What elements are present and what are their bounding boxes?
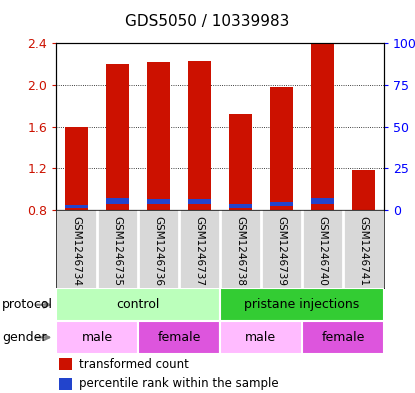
Bar bbox=[270, 202, 293, 206]
Text: GSM1246736: GSM1246736 bbox=[154, 216, 164, 286]
Bar bbox=[147, 62, 170, 210]
Text: GSM1246737: GSM1246737 bbox=[195, 216, 205, 286]
Text: pristane injections: pristane injections bbox=[244, 298, 359, 311]
Bar bbox=[302, 321, 384, 354]
Bar bbox=[311, 43, 334, 210]
Text: transformed count: transformed count bbox=[79, 358, 189, 371]
Text: GSM1246735: GSM1246735 bbox=[112, 216, 122, 286]
Bar bbox=[106, 198, 129, 204]
Text: percentile rank within the sample: percentile rank within the sample bbox=[79, 377, 278, 391]
Text: GSM1246739: GSM1246739 bbox=[276, 216, 286, 286]
Bar bbox=[188, 61, 211, 210]
Bar bbox=[56, 321, 138, 354]
Text: control: control bbox=[116, 298, 160, 311]
Text: male: male bbox=[81, 331, 112, 344]
Text: female: female bbox=[157, 331, 201, 344]
Bar bbox=[106, 64, 129, 210]
Bar bbox=[65, 205, 88, 208]
Text: male: male bbox=[245, 331, 276, 344]
Bar bbox=[138, 321, 220, 354]
Bar bbox=[59, 378, 73, 390]
Text: female: female bbox=[321, 331, 365, 344]
Bar bbox=[220, 321, 302, 354]
Bar bbox=[352, 170, 375, 210]
Bar bbox=[311, 198, 334, 204]
Text: GSM1246738: GSM1246738 bbox=[235, 216, 245, 286]
Bar bbox=[65, 127, 88, 210]
Bar bbox=[220, 288, 384, 321]
Bar bbox=[147, 199, 170, 204]
Text: gender: gender bbox=[2, 331, 46, 344]
Text: GDS5050 / 10339983: GDS5050 / 10339983 bbox=[125, 14, 290, 29]
Bar bbox=[229, 204, 252, 208]
Text: protocol: protocol bbox=[2, 298, 53, 311]
Bar bbox=[188, 199, 211, 204]
Text: GSM1246740: GSM1246740 bbox=[317, 216, 327, 286]
Bar bbox=[229, 114, 252, 210]
Text: GSM1246734: GSM1246734 bbox=[71, 216, 81, 286]
Bar bbox=[56, 288, 220, 321]
Bar bbox=[59, 358, 73, 370]
Bar bbox=[270, 87, 293, 210]
Text: GSM1246741: GSM1246741 bbox=[359, 216, 369, 286]
